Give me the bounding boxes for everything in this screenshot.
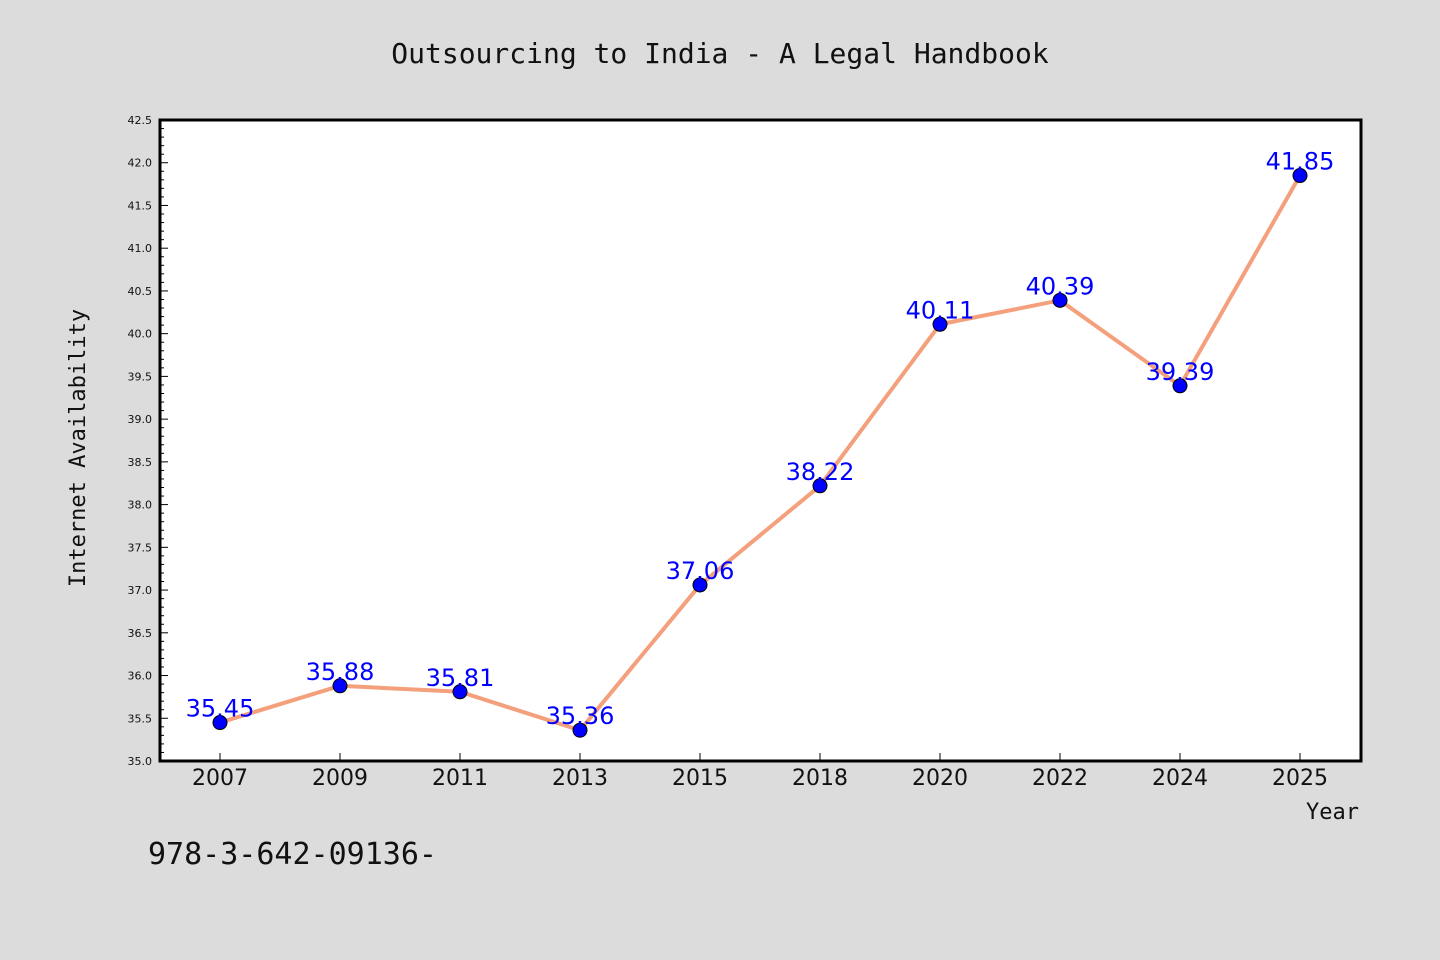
x-tick-label: 2022 (1032, 766, 1088, 791)
data-label: 35.88 (306, 658, 375, 686)
data-point (1052, 292, 1068, 308)
data-point (332, 678, 348, 694)
y-tick-label: 41.5 (128, 199, 153, 212)
data-label: 35.81 (426, 664, 495, 692)
data-point (692, 577, 708, 593)
y-tick-label: 42.0 (128, 157, 153, 170)
data-markers (212, 168, 1308, 738)
data-point (212, 715, 228, 731)
y-tick-label: 37.0 (128, 584, 153, 597)
data-label: 39.39 (1146, 358, 1215, 386)
x-tick-label: 2007 (192, 766, 248, 791)
y-tick-label: 38.0 (128, 499, 153, 512)
y-tick-label: 35.0 (128, 755, 153, 768)
y-tick-label: 36.5 (128, 627, 153, 640)
data-label: 40.39 (1026, 272, 1095, 300)
y-tick-label: 38.5 (128, 456, 153, 469)
x-tick-label: 2025 (1272, 766, 1328, 791)
y-axis-label: Internet Availability (66, 309, 91, 587)
x-tick-label: 2020 (912, 766, 968, 791)
y-tick-label: 40.0 (128, 328, 153, 341)
y-tick-label: 39.5 (128, 370, 153, 383)
y-tick-label: 35.5 (128, 712, 153, 725)
series-line-group (218, 173, 1302, 733)
y-axis-ticks: 35.0 35.5 36.0 36.5 37.0 37.5 38.0 38.5 39.0 39.5… (128, 114, 168, 768)
x-tick-label: 2011 (432, 766, 488, 791)
chart-title: Outsourcing to India - A Legal Handbook (391, 37, 1049, 70)
data-point (572, 722, 588, 738)
series-line (218, 173, 1302, 733)
x-tick-label: 2024 (1152, 766, 1208, 791)
x-tick-label: 2009 (312, 766, 368, 791)
x-tick-label: 2018 (792, 766, 848, 791)
footnote-isbn: 978-3-642-09136- (148, 837, 437, 872)
data-point (932, 316, 948, 332)
data-label: 35.36 (546, 702, 615, 730)
y-tick-label: 39.0 (128, 413, 153, 426)
data-label: 37.06 (666, 557, 735, 585)
x-tick-label: 2015 (672, 766, 728, 791)
data-point (1172, 378, 1188, 394)
x-axis-label: Year (1306, 800, 1359, 825)
data-label: 40.11 (906, 296, 975, 324)
data-point (452, 684, 468, 700)
data-labels: 35.45 35.88 35.81 35.36 37.06 38.22 40.11 40.39… (186, 148, 1335, 731)
y-tick-label: 42.5 (128, 114, 153, 127)
y-tick-label: 41.0 (128, 242, 153, 255)
data-label: 35.45 (186, 695, 255, 723)
y-tick-label: 37.5 (128, 541, 153, 554)
plot-area (158, 118, 1363, 763)
data-label: 41.85 (1266, 148, 1335, 176)
data-point (1292, 168, 1308, 184)
data-label: 38.22 (786, 458, 855, 486)
x-tick-label: 2013 (552, 766, 608, 791)
y-tick-label: 36.0 (128, 670, 153, 683)
x-axis-ticks: 2007 2009 2011 2013 2015 2018 2020 2022 2024 2025 (192, 753, 1328, 791)
y-tick-label: 40.5 (128, 285, 153, 298)
data-point (812, 478, 828, 494)
